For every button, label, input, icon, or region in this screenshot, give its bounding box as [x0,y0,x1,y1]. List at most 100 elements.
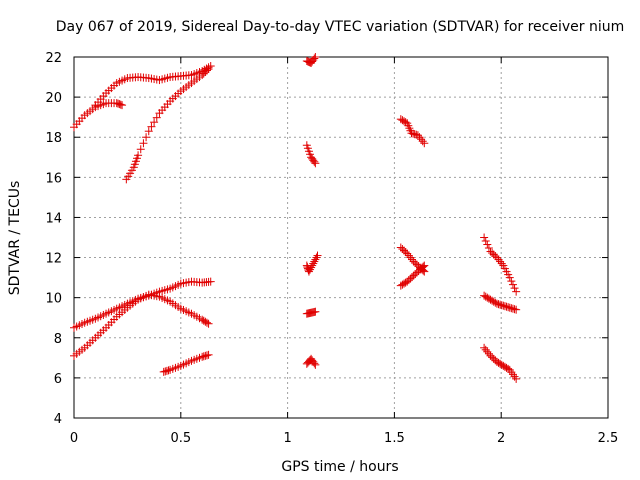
data-point [481,292,490,301]
data-point [496,300,505,309]
y-tick-label: 16 [45,171,62,186]
data-point [312,253,321,262]
data-point [481,345,490,354]
data-point [307,263,316,272]
data-point [400,117,409,126]
data-point [310,54,319,63]
data-point [398,116,407,125]
data-point [502,363,511,372]
data-track [302,307,320,318]
data-point [202,318,211,327]
data-point [417,135,426,144]
data-point [492,299,501,308]
data-point [199,316,208,325]
data-point [483,347,492,356]
data-track [302,53,320,68]
data-point [304,58,313,67]
y-tick-label: 4 [54,412,62,427]
data-point [202,64,211,73]
data-point [204,65,213,74]
data-point [510,305,519,314]
data-point [204,319,213,328]
data-track [70,290,213,360]
y-tick-label: 14 [45,211,62,226]
data-point [497,259,506,268]
data-point [116,100,125,109]
data-point [496,359,505,368]
data-point [486,295,495,304]
data-point [502,302,511,311]
data-track [396,243,429,276]
chart-title: Day 067 of 2019, Sidereal Day-to-day VTE… [56,19,625,35]
data-point [162,366,171,375]
data-track [302,141,320,168]
data-point [488,296,497,305]
y-axis-title: SDTVAR / TECUs [7,181,23,296]
data-point [484,244,493,253]
data-point [142,133,151,142]
x-tick-label: 2 [497,431,505,446]
data-point [396,281,405,290]
data-point [496,257,505,266]
data-track [122,65,213,184]
data-point [310,359,319,368]
data-track [91,62,215,110]
data-point [484,349,493,358]
data-point [507,304,516,313]
data-point [311,360,320,369]
x-tick-label: 2.5 [598,431,619,446]
data-point [198,352,207,361]
data-point [159,367,168,376]
data-track [70,277,215,332]
data-point [309,259,318,268]
data-point [512,374,521,383]
data-point [134,151,143,160]
data-point [415,133,424,142]
plot-frame [73,56,609,419]
data-track [480,343,521,383]
data-point [404,251,413,260]
data-point [494,358,503,367]
data-point [491,252,500,261]
data-point [202,351,211,360]
data-point [310,257,319,266]
data-point [198,315,207,324]
data-point [418,263,427,272]
data-point [507,277,516,286]
data-point [497,360,506,369]
data-point [512,287,521,296]
data-point [403,249,412,258]
y-tick-label: 10 [45,292,62,307]
data-track [480,291,521,314]
data-track [159,350,213,376]
x-axis: 0 0.5 1 1.5 2 2.5 [70,57,618,446]
data-point [505,273,514,282]
data-point [420,261,429,270]
x-axis-title: GPS time / hours [281,459,398,475]
data-point [500,362,509,371]
data-point [118,101,127,110]
data-point [400,279,409,288]
data-point [497,301,506,310]
data-points [70,53,521,383]
data-point [310,157,319,166]
x-tick-label: 1 [283,431,291,446]
data-point [304,267,313,276]
data-point [164,366,173,375]
data-point [406,253,415,262]
data-point [161,367,170,376]
data-point [512,305,521,314]
grid [74,57,608,418]
data-point [396,115,405,124]
data-point [199,352,208,361]
data-point [494,255,503,264]
data-point [311,159,320,168]
data-point [150,118,159,127]
data-point [499,301,508,310]
data-point [508,304,517,313]
data-track [396,261,429,290]
data-point [508,280,517,289]
data-point [408,255,417,264]
data-point [313,251,322,260]
